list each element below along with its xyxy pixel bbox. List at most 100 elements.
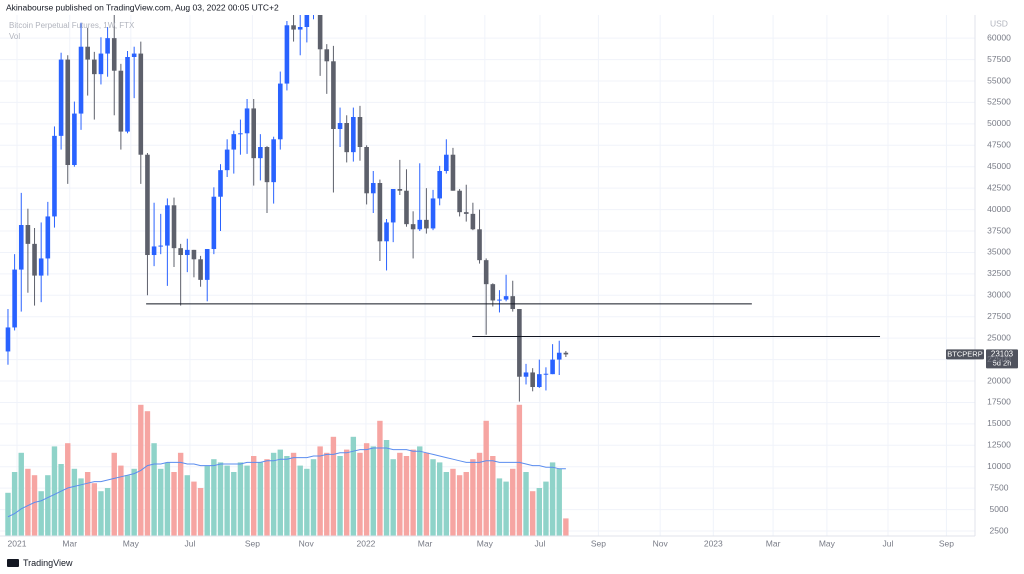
volume-bar bbox=[25, 468, 31, 536]
volume-bar bbox=[224, 465, 230, 536]
volume-bar bbox=[476, 452, 483, 536]
y-tick-label: 20000 bbox=[987, 375, 1011, 385]
countdown-label: 5d 2h bbox=[993, 358, 1012, 367]
y-tick-label: 55000 bbox=[987, 75, 1011, 85]
candle-body bbox=[58, 59, 64, 136]
x-tick-label: Mar bbox=[418, 538, 433, 548]
x-tick-label: Jul bbox=[883, 538, 894, 548]
last-price-tag bbox=[986, 349, 1018, 369]
chart-title: Bitcoin Perpetual Futures, 1W, FTX bbox=[9, 21, 135, 30]
y-tick-label: 12500 bbox=[987, 440, 1011, 450]
attribution: Akinabourse published on TradingView.com… bbox=[6, 2, 279, 12]
candle-body bbox=[191, 249, 197, 260]
y-tick-label: 57500 bbox=[987, 54, 1011, 64]
x-tick-label: Mar bbox=[766, 538, 781, 548]
candle-body bbox=[72, 113, 77, 166]
candle-body bbox=[297, 27, 303, 30]
symbol-tag bbox=[946, 349, 984, 360]
currency-label: USD bbox=[990, 18, 1008, 28]
volume-ma-line bbox=[7, 447, 566, 518]
volume-bar bbox=[324, 452, 330, 536]
y-tick-label: 2500 bbox=[990, 525, 1009, 535]
volume-bar bbox=[563, 518, 569, 536]
candle-body bbox=[158, 245, 164, 247]
candle-body bbox=[384, 222, 389, 242]
volume-bar bbox=[18, 452, 24, 536]
volume-bar bbox=[164, 462, 171, 536]
candle-body bbox=[530, 372, 535, 388]
candle-body bbox=[510, 296, 516, 310]
volume-bar bbox=[144, 411, 151, 536]
candle-body bbox=[198, 259, 203, 280]
volume-bar bbox=[456, 475, 463, 536]
candle-body bbox=[317, 15, 323, 50]
candle-body bbox=[490, 284, 496, 301]
plot-area bbox=[5, 15, 881, 536]
volume-bar bbox=[217, 462, 224, 536]
candle-body bbox=[390, 189, 396, 223]
volume-bar bbox=[304, 468, 310, 536]
volume-bar bbox=[237, 462, 244, 536]
volume-bar bbox=[436, 462, 443, 536]
candle-body bbox=[125, 57, 130, 132]
volume-bar bbox=[536, 488, 543, 536]
candle-body bbox=[444, 154, 449, 172]
volume-bar bbox=[417, 446, 423, 536]
y-tick-label: 32500 bbox=[987, 268, 1011, 278]
volume-bar bbox=[231, 472, 237, 536]
volume-bar bbox=[377, 420, 383, 536]
y-tick-label: 5000 bbox=[990, 504, 1009, 514]
x-tick-label: Sep bbox=[245, 538, 260, 548]
volume-bar bbox=[357, 452, 363, 536]
volume-bar bbox=[363, 443, 370, 536]
candle-body bbox=[38, 258, 44, 276]
candle-body bbox=[271, 139, 276, 183]
candle-body bbox=[550, 359, 555, 375]
candle-body bbox=[171, 205, 177, 249]
volume-bar bbox=[71, 468, 78, 536]
candle-body bbox=[477, 229, 482, 261]
volume-bar bbox=[84, 472, 91, 536]
candle-body bbox=[145, 154, 150, 256]
candle-body bbox=[131, 53, 137, 58]
candle-body bbox=[470, 213, 476, 230]
volume-bar bbox=[131, 468, 137, 536]
x-tick-label: Jul bbox=[185, 538, 196, 548]
candle-body bbox=[543, 373, 549, 375]
candle-body bbox=[424, 219, 429, 229]
candle-body bbox=[437, 171, 442, 199]
candle-body bbox=[337, 123, 343, 130]
candle-body bbox=[238, 133, 243, 135]
volume-bar bbox=[549, 462, 556, 536]
y-tick-label: 45000 bbox=[987, 161, 1011, 171]
x-tick-label: Mar bbox=[62, 538, 77, 548]
volume-bar bbox=[390, 459, 396, 536]
footer-brand: TradingView bbox=[23, 558, 73, 568]
candle-body bbox=[85, 46, 90, 60]
x-tick-label: May bbox=[477, 538, 494, 548]
volume-bar bbox=[470, 459, 476, 536]
volume-bar bbox=[423, 452, 430, 536]
candle-body bbox=[377, 183, 383, 242]
candle-body bbox=[258, 147, 263, 159]
volume-bar bbox=[410, 449, 416, 536]
volume-bar bbox=[463, 472, 469, 536]
candle-body bbox=[537, 374, 542, 388]
last-price-label: 23103 bbox=[991, 350, 1014, 359]
candle-body bbox=[118, 70, 124, 132]
y-tick-label: 42500 bbox=[987, 182, 1011, 192]
y-tick-label: 47500 bbox=[987, 140, 1011, 150]
candle-body bbox=[32, 243, 37, 276]
y-tick-label: 50000 bbox=[987, 118, 1011, 128]
candle-body bbox=[517, 309, 522, 377]
x-tick-label: Sep bbox=[939, 538, 954, 548]
volume-bar bbox=[184, 475, 190, 536]
volume-bar bbox=[317, 446, 323, 536]
volume-bar bbox=[290, 452, 297, 536]
volume-bar bbox=[370, 446, 376, 536]
candle-body bbox=[251, 108, 257, 159]
volume-bar bbox=[124, 475, 131, 536]
candle-body bbox=[264, 147, 270, 183]
